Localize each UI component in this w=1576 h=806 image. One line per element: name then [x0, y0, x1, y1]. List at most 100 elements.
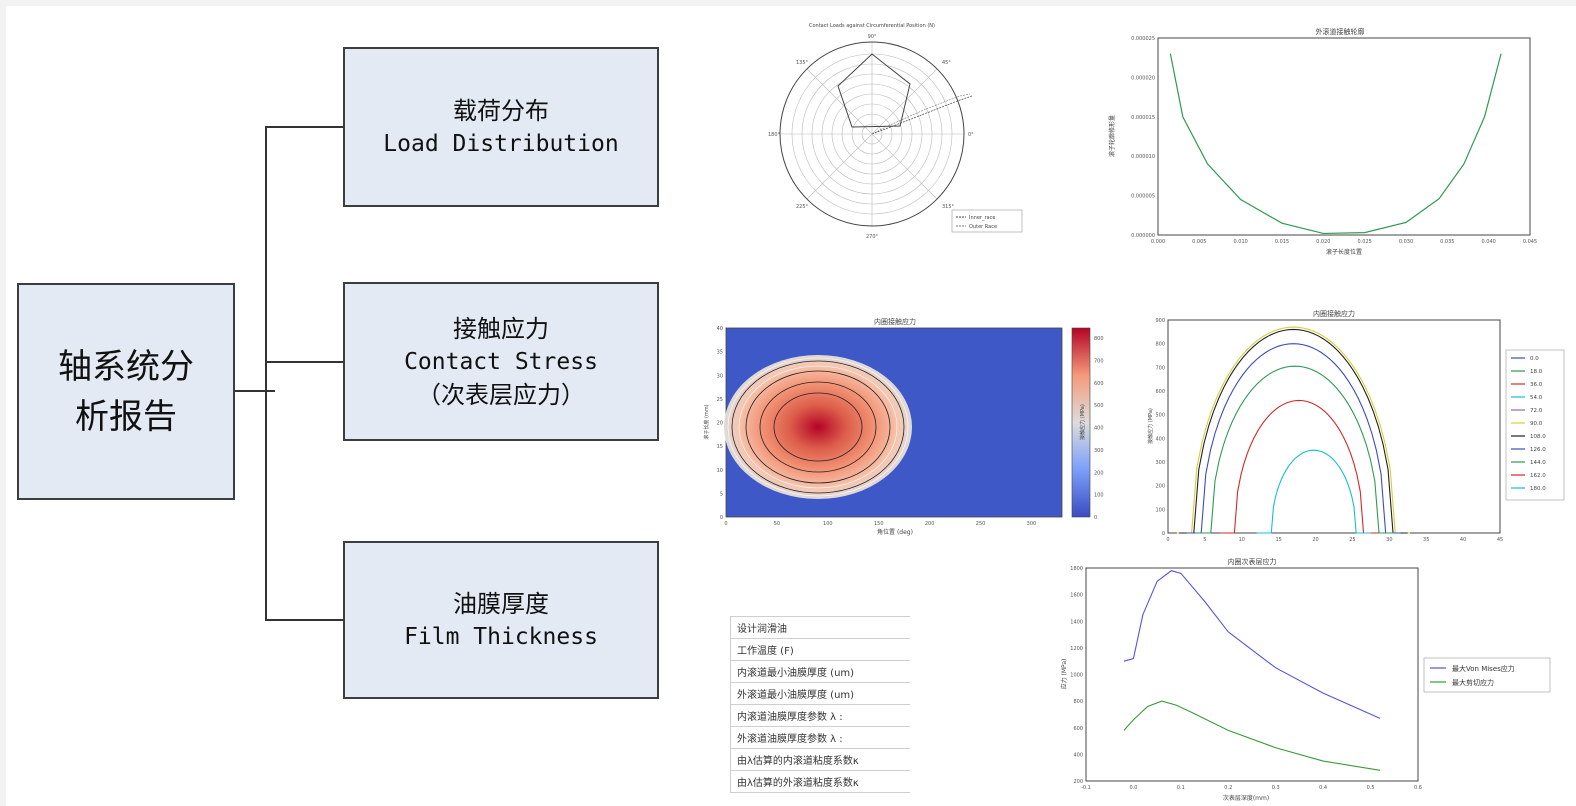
subsurface-legend-box — [1423, 657, 1551, 693]
contact-stress-curves: 内圈接触应力 0 100 200 300 400 500 600 700 800 900 0 5 10… — [1147, 309, 1565, 543]
heatmap-contours-light — [727, 357, 909, 497]
subsurface-legend-label: 最大Von Mises应力 — [1452, 664, 1515, 673]
root-title-line1: 轴系统分 — [58, 346, 194, 387]
node-title-zh: 载荷分布 — [453, 97, 549, 125]
profile-chart: 外滚道接触轮廓 0.000000 0.000005 0.000010 0.000015… — [1108, 27, 1537, 256]
table-cell: 外滚道油膜厚度参数 λ : — [730, 726, 910, 749]
subsurface-legend-label: 最大剪切应力 — [1452, 678, 1494, 687]
colorbar-tick-label: 300 — [1094, 448, 1104, 454]
heatmap-hotspot — [724, 355, 912, 499]
table-cell: 工作温度 (F) — [730, 638, 910, 661]
connector-root — [233, 390, 275, 392]
stress-ytick-label: 0 — [1162, 531, 1165, 537]
heatmap-ytick-label: 5 — [720, 491, 723, 497]
node-title-en: Contact Stress — [404, 348, 598, 375]
table-row: 外滚道油膜厚度参数 λ : — [730, 726, 910, 749]
subsurface-xtick-label: 0.4 — [1319, 785, 1327, 791]
subsurface-ylabel: 应力 (MPa) — [1060, 659, 1068, 690]
node-title-zh: 接触应力 — [453, 314, 549, 343]
contact-stress-heatmap: 内圈接触应力 0 50 100 150 200 250 300 0 5 10 15 20 25 30 35… — [703, 317, 1104, 536]
stress-legend-label: 18.0 — [1530, 369, 1543, 375]
polar-legend-label: Outer Race — [969, 224, 997, 230]
stress-ytick-label: 600 — [1155, 389, 1165, 395]
table-row: 工作温度 (F) — [730, 638, 910, 661]
stress-series-line — [1176, 326, 1410, 534]
stress-legend-label: 162.0 — [1530, 473, 1546, 479]
heatmap-contours — [731, 360, 905, 494]
table-row: 内滚道最小油膜厚度 (um) — [730, 660, 910, 683]
table-row: 设计润滑油 — [730, 616, 910, 639]
heatmap-xtick-label: 300 — [1027, 521, 1037, 527]
stress-legend-label: 108.0 — [1530, 434, 1546, 440]
stress-ytick-label: 300 — [1155, 460, 1165, 466]
profile-xtick-label: 0.000 — [1151, 239, 1165, 245]
table-row: 由λ估算的外滚道粘度系数κ — [730, 770, 910, 793]
heatmap-ytick-label: 10 — [717, 468, 723, 474]
profile-ylabel: 滚子轮廓修形量 — [1108, 115, 1116, 157]
stress-ytick-label: 400 — [1155, 436, 1165, 442]
table-row: 外滚道最小油膜厚度 (um) — [730, 682, 910, 705]
stress-ytick-label: 800 — [1155, 342, 1165, 348]
stress-legend-label: 144.0 — [1530, 460, 1546, 466]
profile-ytick-label: 0.000015 — [1131, 115, 1155, 121]
heatmap-colorbar — [1071, 327, 1091, 518]
profile-plot-area — [1157, 37, 1531, 236]
root-node: 轴系统分 析报告 — [17, 283, 235, 500]
heatmap-xtick-label: 100 — [823, 521, 833, 527]
profile-xtick-label: 0.005 — [1192, 239, 1206, 245]
subsurface-xtick-label: 0.5 — [1367, 785, 1375, 791]
stress-chart-title: 内圈接触应力 — [1313, 309, 1355, 318]
connector-trunk — [265, 126, 267, 620]
colorbar-label: 接触应力 (MPa) — [1079, 404, 1086, 440]
heatmap-ytick-label: 35 — [717, 350, 723, 356]
polar-angle-label: 90° — [868, 34, 877, 40]
polar-angle-label: 270° — [866, 234, 879, 240]
stress-xtick-label: 35 — [1423, 537, 1429, 543]
colorbar-tick-label: 700 — [1094, 358, 1104, 364]
table-row: 由λ估算的内滚道粘度系数κ — [730, 748, 910, 771]
stress-series-line — [1219, 399, 1379, 534]
node-title-en: Film Thickness — [404, 624, 598, 650]
heatmap-xtick-label: 250 — [976, 521, 986, 527]
colorbar-tick-label: 600 — [1094, 381, 1104, 387]
polar-outer-ring — [779, 41, 965, 227]
table-cell: 内滚道油膜厚度参数 λ : — [730, 704, 910, 727]
profile-ytick-label: 0.000005 — [1131, 194, 1155, 200]
subsurface-stress-chart: 内圈次表层应力 200 400 600 800 1000 1200 1400 1600 1800… — [1060, 557, 1551, 802]
stress-ytick-label: 100 — [1155, 507, 1165, 513]
table-cell: 外滚道最小油膜厚度 (um) — [730, 682, 910, 705]
heatmap-ytick-label: 25 — [717, 397, 723, 403]
stress-legend-label: 180.0 — [1530, 486, 1546, 492]
subsurface-ytick-label: 600 — [1073, 726, 1083, 732]
film-thickness-node: 油膜厚度 Film Thickness — [343, 541, 659, 699]
stress-xtick-label: 20 — [1312, 537, 1318, 543]
subsurface-ytick-label: 200 — [1073, 779, 1083, 785]
outer-race-load-line — [871, 95, 973, 135]
polar-title: Contact Loads against Circumferential Po… — [809, 23, 935, 29]
heatmap-ylabel: 滚子长度 (mm) — [703, 404, 710, 439]
heatmap-xlabel: 角位置 (deg) — [877, 528, 913, 536]
film-thickness-table: 设计润滑油 工作温度 (F) 内滚道最小油膜厚度 (um) 外滚道最小油膜厚度 (um… — [730, 616, 910, 793]
stress-ytick-label: 700 — [1155, 365, 1165, 371]
subsurface-ytick-label: 800 — [1073, 699, 1083, 705]
stress-series-line — [1179, 328, 1408, 534]
stress-legend-label: 126.0 — [1530, 447, 1546, 453]
stress-xtick-label: 10 — [1239, 537, 1245, 543]
profile-xtick-label: 0.015 — [1275, 239, 1289, 245]
subsurface-title: 内圈次表层应力 — [1228, 557, 1277, 566]
polar-angle-label: 225° — [796, 204, 809, 210]
subsurface-ytick-label: 1000 — [1070, 673, 1083, 679]
polar-angle-label: 315° — [942, 204, 955, 210]
subsurface-series-line — [1123, 700, 1381, 771]
colorbar-tick-label: 100 — [1094, 493, 1104, 499]
table-cell: 设计润滑油 — [730, 616, 910, 639]
polar-angle-label: 45° — [942, 60, 951, 66]
subsurface-ytick-label: 1600 — [1070, 593, 1083, 599]
heatmap-ytick-label: 0 — [720, 515, 723, 521]
stress-xtick-label: 40 — [1460, 537, 1466, 543]
profile-xtick-label: 0.030 — [1399, 239, 1413, 245]
root-title-line2: 析报告 — [75, 396, 177, 437]
profile-ytick-label: 0.000000 — [1131, 233, 1155, 239]
profile-ytick-label: 0.000025 — [1131, 36, 1155, 42]
profile-xtick-label: 0.040 — [1482, 239, 1496, 245]
